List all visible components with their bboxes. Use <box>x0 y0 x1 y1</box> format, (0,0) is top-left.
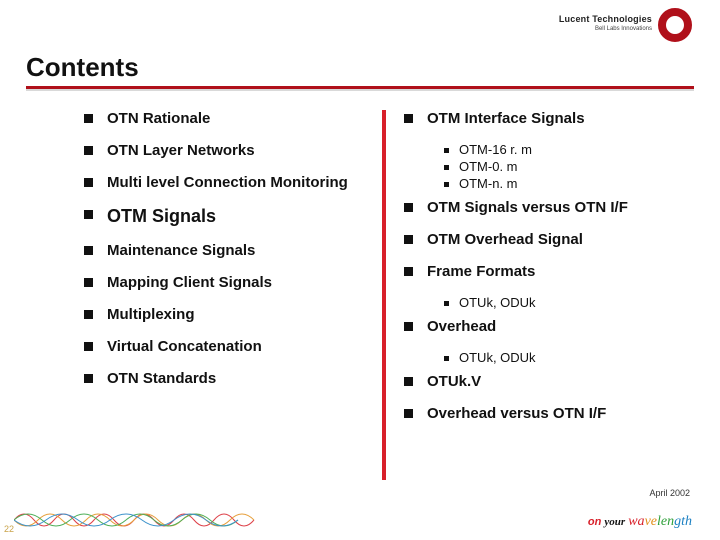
page-title: Contents <box>26 52 139 83</box>
item-label: OTM Interface Signals <box>427 110 585 128</box>
sub-bullet-icon <box>444 182 449 187</box>
item-label: Multi level Connection Monitoring <box>107 174 348 192</box>
item-label: Frame Formats <box>427 263 535 281</box>
list-group: OTM Interface Signals OTM-16 r. m OTM-0.… <box>404 110 694 191</box>
bullet-icon <box>84 310 93 319</box>
list-item: OTM Interface Signals <box>404 110 694 128</box>
list-item: OTM Signals <box>84 206 382 228</box>
list-item: Maintenance Signals <box>84 242 382 260</box>
sub-item: OTM-16 r. m <box>444 142 694 157</box>
sub-label: OTM-n. m <box>459 176 518 191</box>
list-item: OTM Signals versus OTN I/F <box>404 199 694 217</box>
bullet-icon <box>84 246 93 255</box>
sub-list: OTUk, ODUk <box>444 350 694 365</box>
sub-item: OTM-0. m <box>444 159 694 174</box>
brand-text: Lucent Technologies <box>559 14 652 24</box>
content-area: OTN Rationale OTN Layer Networks Multi l… <box>70 110 694 480</box>
sub-label: OTM-0. m <box>459 159 518 174</box>
list-item: Mapping Client Signals <box>84 274 382 292</box>
bullet-icon <box>404 409 413 418</box>
list-item: Virtual Concatenation <box>84 338 382 356</box>
sub-item: OTUk, ODUk <box>444 295 694 310</box>
bullet-icon <box>404 377 413 386</box>
sub-bullet-icon <box>444 301 449 306</box>
item-label: Multiplexing <box>107 306 195 324</box>
item-label: OTM Overhead Signal <box>427 231 583 249</box>
item-label: Overhead versus OTN I/F <box>427 405 606 423</box>
left-items: OTN Rationale OTN Layer Networks Multi l… <box>70 110 382 388</box>
list-item: Frame Formats <box>404 263 694 281</box>
item-label: Maintenance Signals <box>107 242 255 260</box>
list-item: Multiplexing <box>84 306 382 324</box>
list-item: Overhead versus OTN I/F <box>404 405 694 423</box>
bullet-icon <box>404 114 413 123</box>
list-item: OTUk.V <box>404 373 694 391</box>
sub-item: OTM-n. m <box>444 176 694 191</box>
bullet-icon <box>84 374 93 383</box>
brand-ring-icon <box>658 8 692 42</box>
item-label: OTN Layer Networks <box>107 142 255 160</box>
highlight-bar <box>382 110 386 480</box>
footer-tagline: on your wavelength <box>588 514 692 530</box>
list-item: Multi level Connection Monitoring <box>84 174 382 192</box>
bullet-icon <box>84 146 93 155</box>
tagline-your: your <box>604 516 625 528</box>
title-rule-shadow <box>26 89 694 91</box>
column-right: OTM Interface Signals OTM-16 r. m OTM-0.… <box>382 110 694 480</box>
bullet-icon <box>84 278 93 287</box>
item-label-highlight: OTM Signals <box>107 206 216 228</box>
sub-label: OTUk, ODUk <box>459 295 536 310</box>
right-items: OTM Interface Signals OTM-16 r. m OTM-0.… <box>382 110 694 423</box>
brand-subtext: Bell Labs Innovations <box>595 26 652 32</box>
bullet-icon <box>404 267 413 276</box>
bullet-icon <box>84 210 93 219</box>
sub-bullet-icon <box>444 356 449 361</box>
sub-bullet-icon <box>444 165 449 170</box>
item-label: Virtual Concatenation <box>107 338 262 356</box>
sub-list: OTUk, ODUk <box>444 295 694 310</box>
list-item: OTN Layer Networks <box>84 142 382 160</box>
list-group: Overhead OTUk, ODUk <box>404 318 694 365</box>
list-group: Frame Formats OTUk, ODUk <box>404 263 694 310</box>
item-label: OTUk.V <box>427 373 481 391</box>
tagline-wave: wavelength <box>628 514 692 529</box>
item-label: OTM Signals versus OTN I/F <box>427 199 628 217</box>
bullet-icon <box>84 342 93 351</box>
bullet-icon <box>404 235 413 244</box>
bullet-icon <box>404 203 413 212</box>
sub-list: OTM-16 r. m OTM-0. m OTM-n. m <box>444 142 694 191</box>
item-label: Overhead <box>427 318 496 336</box>
item-label: Mapping Client Signals <box>107 274 272 292</box>
page-number: 22 <box>4 524 14 534</box>
header: Lucent Technologies Bell Labs Innovation… <box>0 0 720 46</box>
footer-wave-graphic <box>14 508 264 532</box>
sub-label: OTUk, ODUk <box>459 350 536 365</box>
list-item: OTM Overhead Signal <box>404 231 694 249</box>
sub-bullet-icon <box>444 148 449 153</box>
sub-label: OTM-16 r. m <box>459 142 532 157</box>
bullet-icon <box>404 322 413 331</box>
column-left: OTN Rationale OTN Layer Networks Multi l… <box>70 110 382 480</box>
tagline-on: on <box>588 516 601 528</box>
bullet-icon <box>84 114 93 123</box>
bullet-icon <box>84 178 93 187</box>
list-item: OTN Rationale <box>84 110 382 128</box>
list-item: Overhead <box>404 318 694 336</box>
item-label: OTN Standards <box>107 370 216 388</box>
item-label: OTN Rationale <box>107 110 210 128</box>
footer-date: April 2002 <box>649 488 690 498</box>
sub-item: OTUk, ODUk <box>444 350 694 365</box>
list-item: OTN Standards <box>84 370 382 388</box>
slide: Lucent Technologies Bell Labs Innovation… <box>0 0 720 540</box>
